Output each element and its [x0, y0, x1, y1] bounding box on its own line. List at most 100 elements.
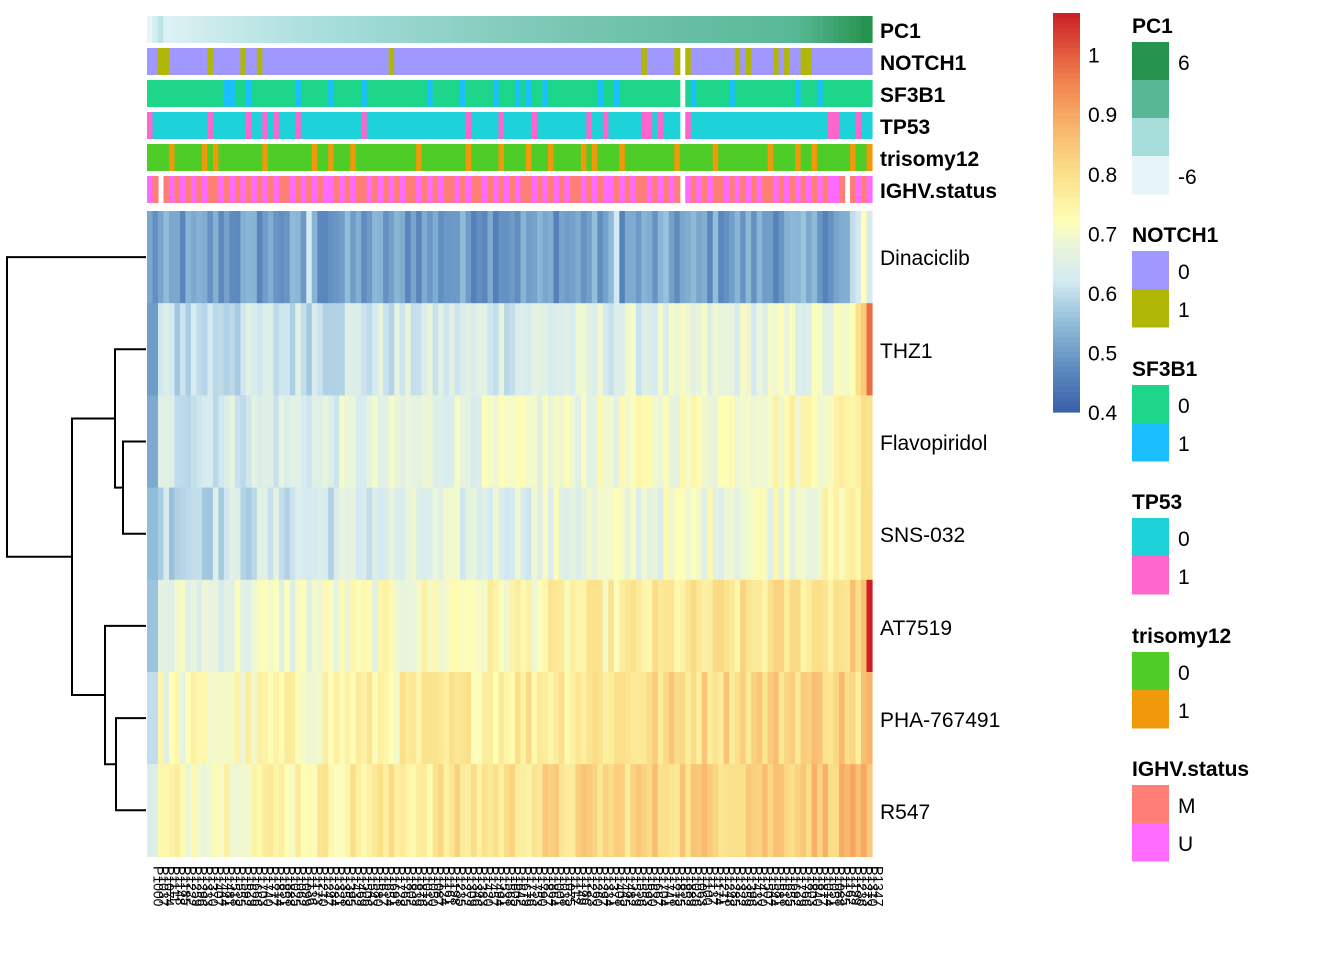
heatmap-cell [405, 395, 412, 489]
column-label: P1334 [601, 866, 617, 907]
heatmap-cell [179, 395, 187, 489]
heatmap-cell [718, 303, 725, 396]
colorbar-segment [1053, 202, 1080, 209]
heatmap-cell [536, 764, 544, 857]
heatmap-cell [465, 672, 472, 765]
annotation-cell [558, 144, 566, 171]
annotation-cell [311, 16, 318, 43]
heatmap-body [147, 211, 873, 857]
heatmap-cell [652, 672, 659, 765]
colorbar-segment [1053, 287, 1080, 293]
colorbar: 0.40.50.60.70.80.91 [1053, 13, 1118, 425]
annotation-cell [493, 144, 500, 171]
annotation-cell [174, 16, 181, 43]
annotation-cell [482, 176, 489, 203]
heatmap-cell [558, 303, 566, 396]
colorbar-segment [1053, 97, 1080, 104]
heatmap-cell [707, 764, 714, 857]
annotation-cell [438, 144, 445, 171]
heatmap-cell [504, 672, 511, 765]
heatmap-cell [147, 579, 154, 673]
heatmap-cell [674, 211, 681, 304]
column-label: P1716 [524, 866, 540, 907]
heatmap-cell [394, 579, 401, 673]
annotation-track-tp53 [147, 112, 873, 139]
heatmap-cell [482, 579, 489, 673]
heatmap-cell [701, 579, 708, 673]
heatmap-cell [800, 672, 807, 765]
heatmap-cell [806, 764, 813, 857]
heatmap-cell [487, 395, 494, 489]
column-label: P1026 [689, 866, 705, 907]
heatmap-cell [185, 395, 192, 489]
heatmap-cell [267, 672, 274, 765]
annotation-cell [229, 48, 236, 75]
heatmap-cell [366, 764, 373, 857]
annotation-cell [416, 112, 423, 139]
annotation-cell [300, 144, 307, 171]
heatmap-cell [410, 487, 417, 581]
colorbar-segment [1053, 292, 1080, 298]
heatmap-cell [850, 303, 857, 396]
annotation-cell [300, 112, 307, 139]
heatmap-cell [663, 487, 670, 581]
heatmap-cell [586, 303, 593, 396]
annotation-cell [416, 16, 423, 43]
row-label-r547: R547 [880, 801, 930, 824]
annotation-cell [350, 144, 357, 171]
colorbar-segment [1053, 182, 1080, 189]
heatmap-cell [344, 303, 351, 396]
heatmap-cell [817, 487, 824, 581]
heatmap-cell [196, 211, 203, 304]
heatmap-cell [152, 487, 159, 581]
heatmap-cell [147, 672, 154, 765]
heatmap-cell [602, 764, 609, 857]
heatmap-cell [278, 487, 285, 581]
annotation-cell [723, 112, 730, 139]
annotation-cell [179, 144, 187, 171]
annotation-cell [245, 48, 252, 75]
heatmap-cell [449, 395, 456, 489]
heatmap-cell [333, 487, 340, 581]
annotation-cell [839, 176, 846, 203]
heatmap-row-pha-767491 [147, 672, 873, 765]
column-label: P1864 [546, 866, 562, 907]
heatmap-cell [806, 579, 813, 673]
heatmap-cell [646, 395, 653, 489]
heatmap-cell [229, 303, 236, 396]
colorbar-segment [1053, 277, 1080, 283]
annotation-cell [493, 112, 500, 139]
annotation-cell [174, 144, 181, 171]
annotation-cell [652, 112, 659, 139]
heatmap-cell [493, 395, 500, 489]
annotation-cell [498, 112, 505, 139]
heatmap-cell [410, 579, 417, 673]
annotation-cell [465, 48, 472, 75]
column-label: P1642 [513, 866, 529, 907]
heatmap-cell [828, 672, 835, 765]
heatmap-cell [707, 672, 714, 765]
annotation-cell [866, 112, 873, 139]
annotation-cell [641, 144, 648, 171]
annotation-cell [646, 80, 653, 107]
anno-label-notch1: NOTCH1 [880, 52, 967, 75]
colorbar-segment [1053, 72, 1080, 79]
annotation-cell [553, 48, 560, 75]
annotation-cell [152, 16, 159, 43]
heatmap-cell [657, 487, 664, 581]
heatmap-cell [212, 579, 219, 673]
heatmap-cell [344, 211, 351, 304]
annotation-cell [306, 48, 313, 75]
annotation-cell [729, 176, 736, 203]
heatmap-cell [443, 579, 450, 673]
colorbar-segment [1053, 197, 1080, 204]
annotation-cell [756, 144, 763, 171]
heatmap-cell [630, 764, 637, 857]
dendro-link-mid [71, 417, 115, 697]
annotation-cell [218, 144, 225, 171]
column-label: P1124 [436, 866, 452, 906]
heatmap-cell [256, 395, 263, 489]
annotation-cell [613, 80, 620, 107]
heatmap-cell [443, 211, 450, 304]
